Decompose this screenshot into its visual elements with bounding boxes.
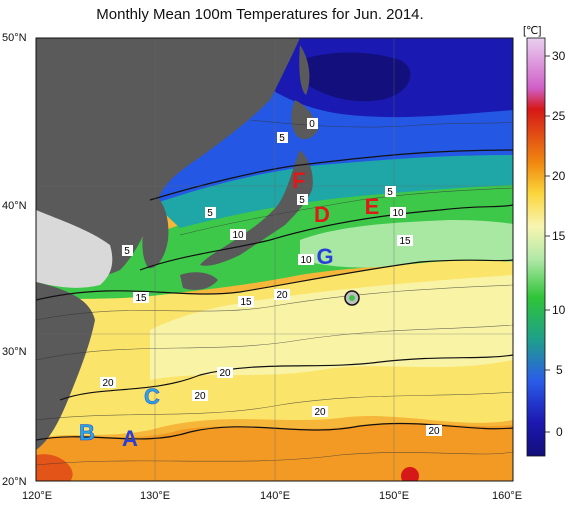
svg-text:5: 5 [279,133,285,144]
svg-text:20: 20 [314,407,326,418]
land-mainland [36,38,300,279]
map-frame [35,37,514,482]
colorbar-unit: [℃] [523,25,542,37]
lon-label: 140°E [260,490,291,502]
lat-label: 40°N [2,200,27,212]
region-letter-d: D [314,202,330,227]
region-letter-g: G [316,244,333,269]
svg-text:20: 20 [219,368,231,379]
contour-label: 5 [277,132,288,144]
map-area: 0 5 5 5 5 5 10 10 10 15 15 15 20 20 20 2… [36,38,513,481]
region-letter-b: B [79,420,95,445]
contour-label: 15 [397,235,413,247]
svg-text:5: 5 [124,246,130,257]
colorbar-tick: 5 [556,363,563,377]
svg-text:20: 20 [276,290,288,301]
svg-text:10: 10 [300,255,312,266]
svg-text:10: 10 [232,230,244,241]
contour-label: 15 [238,296,254,308]
region-letter-a: A [122,426,138,451]
contour-label: 5 [385,186,396,198]
contour-label: 20 [100,377,116,389]
lon-label: 130°E [140,490,171,502]
contour-label: 5 [297,194,308,206]
colorbar-tick: 25 [552,109,566,123]
svg-text:0: 0 [309,119,315,130]
map-title: Monthly Mean 100m Temperatures for Jun. … [96,6,424,23]
colorbar-tick: 15 [552,229,566,243]
colorbar [526,37,546,457]
region-letter-c: C [144,384,160,409]
contour-label: 10 [390,207,406,219]
contour-label: 20 [312,406,328,418]
contour-label: 5 [122,245,133,257]
svg-text:20: 20 [428,426,440,437]
contour-label: 10 [230,229,246,241]
colorbar-tick: 20 [552,169,566,183]
contour-label: 20 [426,425,442,437]
contour-label: 0 [307,118,318,130]
contour-label: 15 [133,292,149,304]
lon-label: 150°E [379,490,410,502]
svg-text:15: 15 [135,293,147,304]
contour-label: 20 [274,289,290,301]
contour-label: 5 [205,207,216,219]
svg-text:5: 5 [387,187,393,198]
contour-label: 20 [192,390,208,402]
lat-label: 20°N [2,476,27,488]
lat-label: 50°N [2,32,27,44]
colorbar-tick: 10 [552,303,566,317]
lat-label: 30°N [2,346,27,358]
svg-text:20: 20 [194,391,206,402]
lon-label: 120°E [22,490,53,502]
colorbar-tick: 0 [556,425,563,439]
svg-text:5: 5 [207,208,213,219]
svg-text:10: 10 [392,208,404,219]
region-letter-e: E [365,194,380,219]
lon-label: 160°E [492,490,523,502]
svg-text:15: 15 [240,297,252,308]
colorbar-tick: 30 [552,49,566,63]
region-letter-f: F [292,168,305,193]
contour-label: 10 [298,254,314,266]
svg-text:20: 20 [102,378,114,389]
svg-text:5: 5 [299,195,305,206]
svg-text:15: 15 [399,236,411,247]
contour-label: 20 [217,367,233,379]
